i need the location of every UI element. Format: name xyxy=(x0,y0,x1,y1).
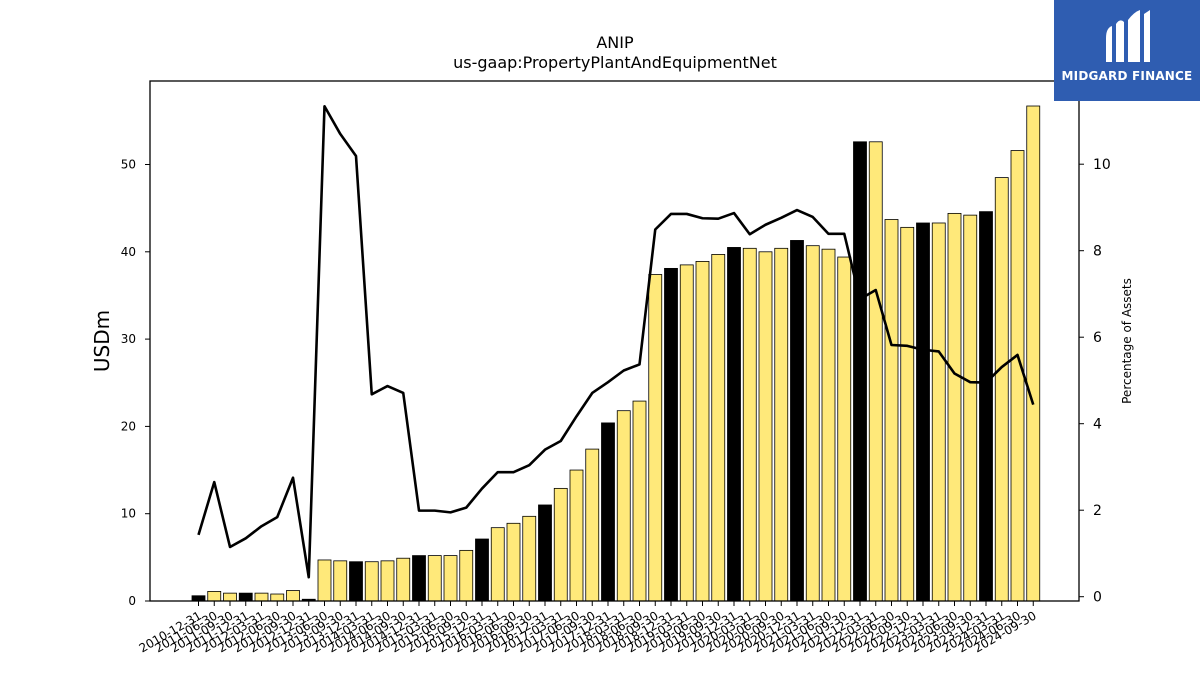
bar xyxy=(1010,150,1025,602)
logo-text: MIDGARD FINANCE xyxy=(1061,69,1193,83)
y-tick-label-right: 4 xyxy=(1093,417,1102,433)
bar xyxy=(679,264,694,602)
bar xyxy=(758,251,773,602)
y-tick-label-right: 8 xyxy=(1093,244,1102,260)
axes-group: 0102030405002468102010-12-312011-06-3020… xyxy=(121,80,1111,655)
bar xyxy=(317,559,332,602)
bar xyxy=(270,593,285,602)
bar xyxy=(900,226,915,602)
bar xyxy=(790,240,804,602)
bar xyxy=(443,555,458,602)
y-tick-label-left: 20 xyxy=(121,419,136,433)
bar xyxy=(774,247,789,602)
bar xyxy=(569,469,584,602)
bar xyxy=(979,211,993,602)
y-tick-label-left: 50 xyxy=(121,158,136,172)
bar xyxy=(553,487,568,602)
y-axis-label-left: USDm xyxy=(90,310,114,372)
bar xyxy=(632,400,647,602)
plot-frame xyxy=(149,80,1080,602)
bar xyxy=(616,410,631,602)
bar xyxy=(1026,105,1041,602)
series-line xyxy=(197,104,1035,579)
bar xyxy=(506,522,521,602)
bar xyxy=(427,555,442,602)
bar xyxy=(695,260,710,602)
bar xyxy=(490,527,505,602)
bar xyxy=(396,557,411,602)
bar xyxy=(837,256,852,602)
chart-subtitle: us-gaap:PropertyPlantAndEquipmentNet xyxy=(453,53,777,72)
bar xyxy=(238,592,253,602)
y-tick-label-right: 2 xyxy=(1093,503,1102,519)
bar xyxy=(412,555,426,602)
bar xyxy=(601,422,615,602)
bar xyxy=(254,592,269,602)
bar xyxy=(884,219,899,602)
bar xyxy=(931,222,946,602)
y-tick-label-right: 0 xyxy=(1093,590,1102,606)
bar xyxy=(664,267,678,602)
logo-mark-icon xyxy=(1106,10,1150,62)
bar xyxy=(868,141,883,602)
brand-logo: MIDGARD FINANCE xyxy=(1054,0,1200,101)
bar xyxy=(191,595,206,602)
bar xyxy=(475,538,489,602)
y-axis-label-right: Percentage of Assets xyxy=(1120,278,1134,404)
bar xyxy=(742,247,757,602)
y-tick-label-left: 40 xyxy=(121,245,136,259)
y-tick-label-right: 10 xyxy=(1093,157,1111,173)
bar xyxy=(805,245,820,602)
bar xyxy=(821,248,836,602)
bar xyxy=(916,222,930,602)
y-tick-label-right: 6 xyxy=(1093,330,1102,346)
bar xyxy=(333,560,348,602)
bar xyxy=(648,274,663,602)
bar xyxy=(727,247,741,602)
bar xyxy=(522,515,537,602)
bar xyxy=(963,214,978,602)
y-tick-label-left: 30 xyxy=(121,332,136,346)
bar xyxy=(207,591,222,602)
bar xyxy=(538,504,552,602)
bar xyxy=(994,177,1009,602)
bars-group xyxy=(191,105,1041,602)
bar xyxy=(223,592,237,602)
bar xyxy=(380,560,395,602)
bar xyxy=(711,254,726,602)
y-tick-label-left: 10 xyxy=(121,507,136,521)
line-group xyxy=(197,104,1035,579)
bar xyxy=(853,141,867,602)
chart-title: ANIP xyxy=(596,33,634,52)
bar xyxy=(349,561,363,602)
bar xyxy=(459,549,474,602)
y-tick-label-left: 0 xyxy=(128,594,136,608)
bar xyxy=(585,448,600,602)
bar xyxy=(364,561,379,602)
bar xyxy=(286,590,300,602)
bar xyxy=(947,212,962,602)
